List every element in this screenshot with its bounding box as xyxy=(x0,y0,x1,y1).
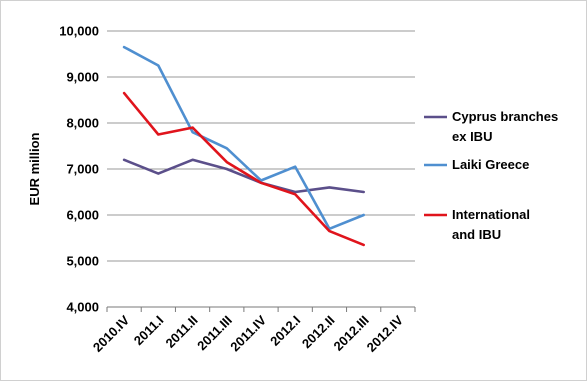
legend-label: and IBU xyxy=(452,227,501,242)
x-tick-label: 2010.IV xyxy=(90,312,133,355)
x-tick-label: 2011.II xyxy=(162,313,200,351)
x-tick-label: 2011.I xyxy=(131,313,167,349)
legend-label: Cyprus branches xyxy=(452,109,558,124)
x-tick-label: 2011.III xyxy=(194,313,235,354)
y-tick-label: 10,000 xyxy=(59,24,99,39)
y-tick-label: 8,000 xyxy=(66,116,99,131)
x-tick-label: 2012.IV xyxy=(364,312,407,355)
y-tick-label: 9,000 xyxy=(66,70,99,85)
y-tick-label: 6,000 xyxy=(66,208,99,223)
series-line-1 xyxy=(124,47,364,229)
x-tick-label: 2011.IV xyxy=(227,312,269,354)
y-axis-tick-labels: 4,000 5,000 6,000 7,000 8,000 9,000 10,000 xyxy=(59,24,99,315)
x-axis-tick-labels: 2010.IV2011.I2011.II2011.III2011.IV2012.… xyxy=(90,312,406,355)
legend-label: Laiki Greece xyxy=(452,157,529,172)
legend: Cyprus branches ex IBU Laiki Greece Interna… xyxy=(424,109,558,242)
y-tick-label: 7,000 xyxy=(66,162,99,177)
y-tick-label: 5,000 xyxy=(66,254,99,269)
x-tick-label: 2012.III xyxy=(331,313,372,354)
gridlines xyxy=(107,31,415,307)
legend-label: ex IBU xyxy=(452,129,492,144)
x-tick-label: 2012.I xyxy=(267,313,303,349)
y-tick-label: 4,000 xyxy=(66,300,99,315)
x-axis xyxy=(107,307,415,312)
legend-label: International xyxy=(452,207,530,222)
y-axis-title: EUR million xyxy=(27,132,42,205)
